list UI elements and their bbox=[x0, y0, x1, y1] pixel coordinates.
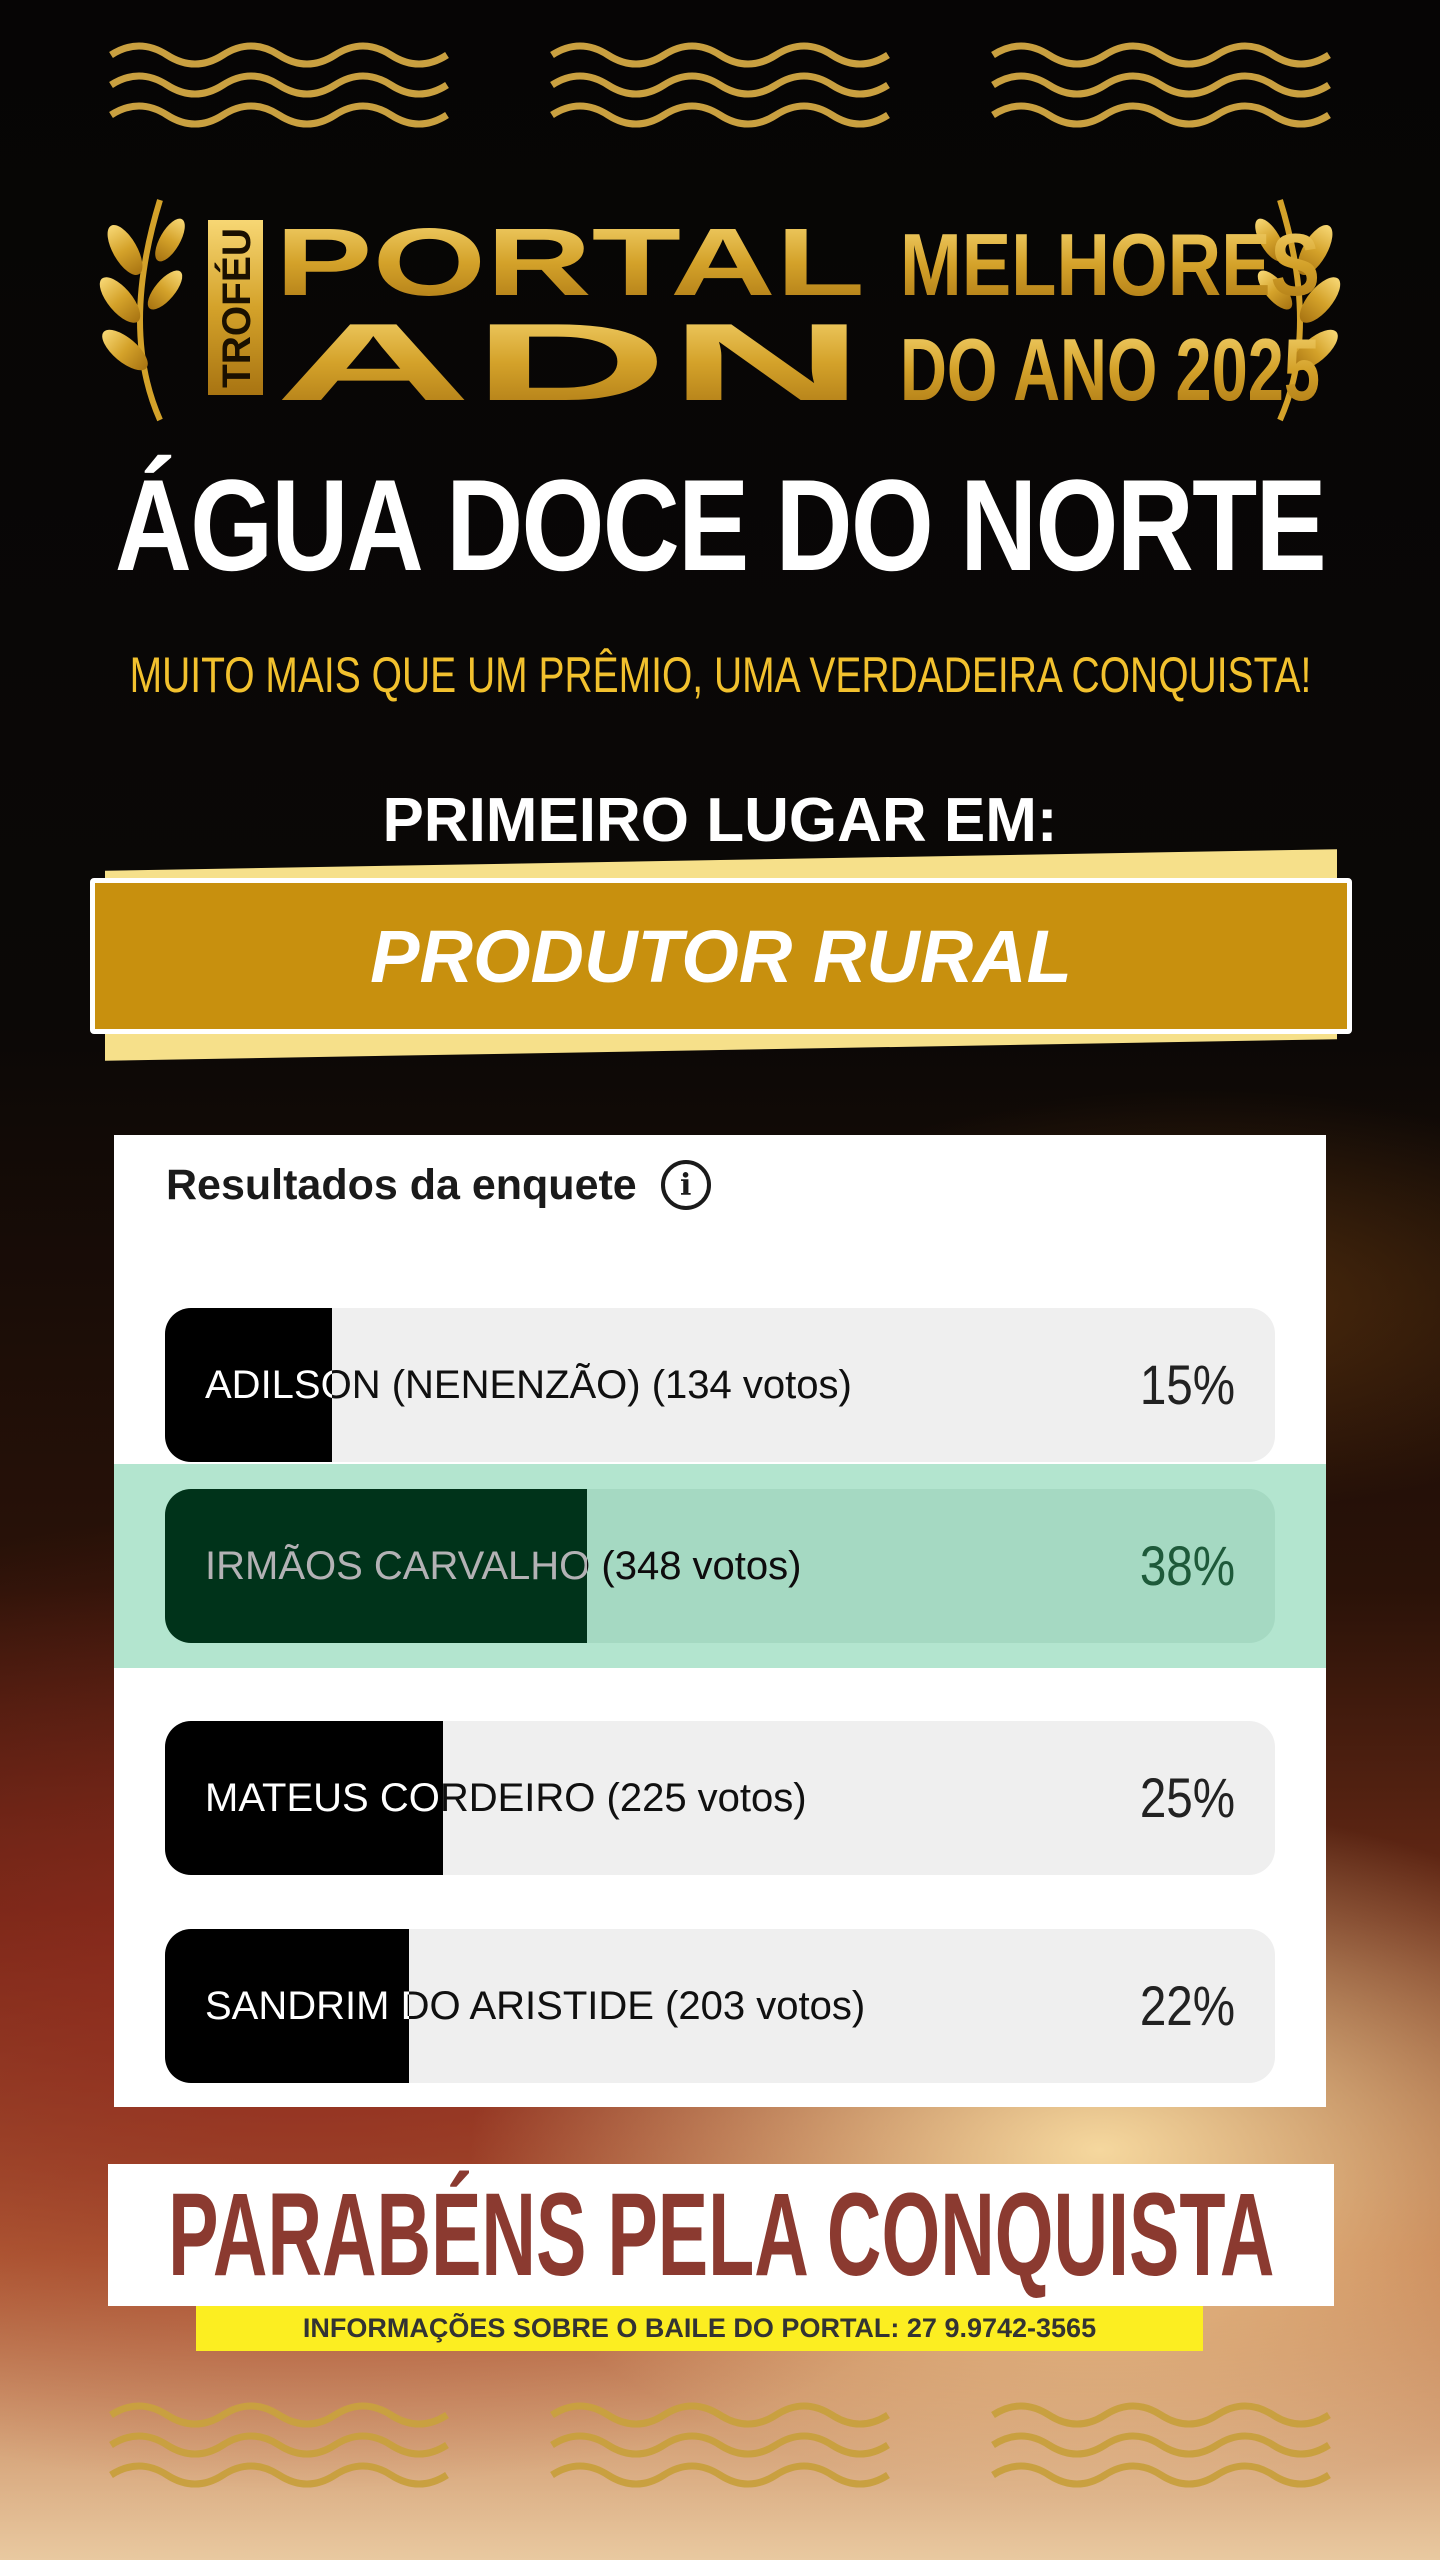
laurel-right-icon bbox=[1255, 199, 1341, 422]
option-label: ADILSON (NENENZÃO) (134 votos) bbox=[205, 1363, 852, 1407]
wave-ornament bbox=[106, 40, 456, 130]
wave-ornament bbox=[547, 40, 897, 130]
subtitle-wrap: MUITO MAIS QUE UM PRÊMIO, UMA VERDADEIRA… bbox=[0, 645, 1440, 705]
svg-text:ADN: ADN bbox=[275, 301, 865, 424]
laurel-left-icon bbox=[99, 199, 185, 422]
svg-text:PORTAL: PORTAL bbox=[275, 209, 865, 316]
poll-bar-fill bbox=[165, 1308, 332, 1462]
poll-option[interactable]: IRMÃOS CARVALHO (348 votos) 38% bbox=[114, 1464, 1326, 1668]
poll-bar-fill bbox=[165, 1721, 443, 1875]
poll-bar-fill bbox=[165, 1489, 587, 1643]
poll-bar: SANDRIM DO ARISTIDE (203 votos) 22% bbox=[165, 1929, 1275, 2083]
wave-ornament bbox=[988, 2400, 1338, 2490]
poll-option[interactable]: ADILSON (NENENZÃO) (134 votos) 15% bbox=[114, 1308, 1326, 1462]
option-label: IRMÃOS CARVALHO (348 votos) bbox=[205, 1544, 802, 1588]
poll-option[interactable]: SANDRIM DO ARISTIDE (203 votos) 22% bbox=[114, 1929, 1326, 2083]
option-percent: 15% bbox=[1139, 1353, 1235, 1416]
svg-text:TROFÉU: TROFÉU bbox=[214, 228, 259, 388]
poll-header: Resultados da enquete i bbox=[166, 1160, 711, 1210]
first-place-wrap: PRIMEIRO LUGAR EM: bbox=[0, 785, 1440, 857]
option-percent: 25% bbox=[1139, 1766, 1235, 1829]
congrats-text: PARABÉNS PELA CONQUISTA bbox=[167, 2169, 1275, 2301]
option-percent: 38% bbox=[1139, 1534, 1235, 1597]
page-title: ÁGUA DOCE DO NORTE bbox=[114, 452, 1327, 598]
option-label: MATEUS CORDEIRO (225 votos) bbox=[205, 1776, 807, 1820]
option-percent: 22% bbox=[1139, 1974, 1235, 2037]
option-label: SANDRIM DO ARISTIDE (203 votos) bbox=[205, 1984, 866, 2028]
svg-text:DO ANO 2025: DO ANO 2025 bbox=[900, 320, 1320, 419]
trofeu-portal-adn-logo: TROFÉU PORTAL ADN MELHORES DO ANO 2025 bbox=[99, 199, 1341, 424]
poll-bar: ADILSON (NENENZÃO) (134 votos) 15% bbox=[165, 1308, 1275, 1462]
poll-bar: MATEUS CORDEIRO (225 votos) 25% bbox=[165, 1721, 1275, 1875]
info-strip: INFORMAÇÕES SOBRE O BAILE DO PORTAL: 27 … bbox=[196, 2306, 1203, 2351]
subtitle: MUITO MAIS QUE UM PRÊMIO, UMA VERDADEIRA… bbox=[129, 647, 1311, 703]
info-text: INFORMAÇÕES SOBRE O BAILE DO PORTAL: 27 … bbox=[302, 2313, 1097, 2343]
poll-title: Resultados da enquete bbox=[166, 1160, 637, 1209]
congrats-banner: PARABÉNS PELA CONQUISTA bbox=[108, 2164, 1334, 2306]
svg-text:MELHORES: MELHORES bbox=[900, 215, 1320, 314]
poll-bar-fill bbox=[165, 1929, 410, 2083]
info-icon[interactable]: i bbox=[660, 1160, 711, 1210]
wave-ornament bbox=[106, 2400, 456, 2490]
poll-option[interactable]: MATEUS CORDEIRO (225 votos) 25% bbox=[114, 1721, 1326, 1875]
category-banner: PRODUTOR RURAL bbox=[90, 878, 1352, 1034]
first-place-heading: PRIMEIRO LUGAR EM: bbox=[382, 786, 1058, 855]
page-title-wrap: ÁGUA DOCE DO NORTE bbox=[0, 455, 1440, 595]
poll-bar: IRMÃOS CARVALHO (348 votos) 38% bbox=[165, 1489, 1275, 1643]
wave-ornament bbox=[547, 2400, 897, 2490]
category-label: PRODUTOR RURAL bbox=[370, 914, 1072, 998]
poll-results-card: Resultados da enquete i ADILSON (NENENZÃ… bbox=[114, 1135, 1326, 2107]
wave-ornament bbox=[988, 40, 1338, 130]
